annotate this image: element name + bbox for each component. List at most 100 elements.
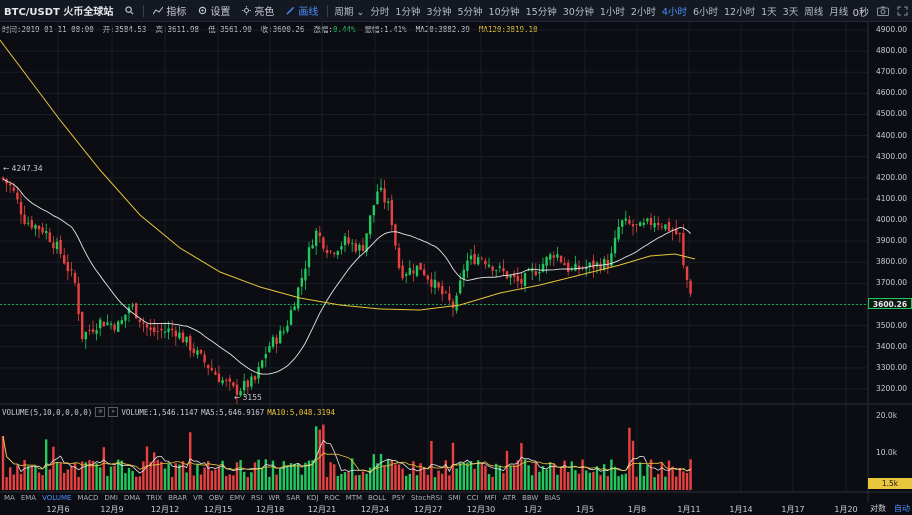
indicator-tab-trix[interactable]: TRIX <box>146 494 163 502</box>
search-button[interactable] <box>119 6 140 15</box>
symbol-title[interactable]: BTC/USDT 火币全球站 <box>4 7 114 18</box>
indicator-tab-ema[interactable]: EMA <box>20 494 37 502</box>
candle-body <box>689 280 692 294</box>
indicator-tab-emv[interactable]: EMV <box>229 494 245 502</box>
candle-body <box>484 260 487 265</box>
candle-body <box>257 367 260 379</box>
sun-icon <box>242 6 252 15</box>
volume-bar <box>657 473 660 490</box>
auto-scale-button[interactable]: 自动 <box>894 504 910 513</box>
timeframe-2[interactable]: 3分钟 <box>426 6 452 18</box>
timeframe-6[interactable]: 30分钟 <box>562 6 594 18</box>
candle-body <box>289 310 293 325</box>
indicator-tab-kdj[interactable]: KDJ <box>306 494 319 502</box>
settings-button[interactable]: 设置 <box>192 3 236 18</box>
timeframe-9[interactable]: 4小时 <box>661 6 687 18</box>
indicator-tab-mtm[interactable]: MTM <box>345 494 363 502</box>
indicator-tab-psy[interactable]: PSY <box>392 494 405 502</box>
candle-body <box>153 327 156 333</box>
candle-body <box>63 255 66 264</box>
indicator-tab-wr[interactable]: WR <box>268 494 281 502</box>
volume-bar <box>163 468 167 490</box>
log-scale-button[interactable]: 对数 <box>870 504 886 513</box>
indicator-tab-rsi[interactable]: RSI <box>250 494 263 502</box>
volume-bar <box>390 459 393 490</box>
candle-body <box>451 301 455 308</box>
volume-bar <box>451 442 455 490</box>
expand-icon[interactable] <box>897 6 908 16</box>
draw-button[interactable]: 画线 <box>280 3 324 18</box>
volume-bar <box>23 460 26 490</box>
timeframe-11[interactable]: 12小时 <box>724 6 756 18</box>
close-icon[interactable]: ✕ <box>108 407 119 417</box>
volume-bar <box>203 467 206 490</box>
candle-body <box>120 320 123 324</box>
camera-icon[interactable] <box>877 6 889 16</box>
candle-body <box>358 244 361 251</box>
timeframe-5[interactable]: 15分钟 <box>525 6 557 18</box>
volume-bar <box>639 462 642 490</box>
volume-bar <box>286 465 289 490</box>
indicator-tab-brar[interactable]: BRAR <box>168 494 188 502</box>
indicator-tab-atr[interactable]: ATR <box>502 494 517 502</box>
candle-body <box>210 367 213 371</box>
volume-bar <box>275 474 278 490</box>
timeframe-0[interactable]: 分时 <box>370 6 390 18</box>
draw-label: 画线 <box>298 7 319 18</box>
candle-body <box>45 231 48 234</box>
volume-bar <box>387 459 390 490</box>
volume-bar <box>325 477 329 490</box>
timeframe-10[interactable]: 6小时 <box>692 6 719 18</box>
volume-bar <box>27 465 30 490</box>
indicator-tab-dma[interactable]: DMA <box>123 494 141 502</box>
indicator-tab-roc[interactable]: ROC <box>324 494 340 502</box>
timeframe-1[interactable]: 1分钟 <box>395 6 421 18</box>
volume-bar <box>264 459 267 490</box>
indicator-tab-vr[interactable]: VR <box>193 494 203 502</box>
indicator-tab-dmi[interactable]: DMI <box>104 494 118 502</box>
timeframe-15[interactable]: 月线 <box>829 6 849 18</box>
candle-body <box>541 263 545 272</box>
volume-title: VOLUME(5,10,0,0,0,0) <box>2 407 93 417</box>
period-dropdown[interactable]: 周期 ⌄ <box>331 4 367 18</box>
indicator-tab-stochrsi[interactable]: StochRSI <box>411 494 443 502</box>
indicator-tab-boll[interactable]: BOLL <box>368 494 387 502</box>
timeframe-3[interactable]: 5分钟 <box>457 6 483 18</box>
volume-ma10-line <box>2 436 691 472</box>
indicator-tab-smi[interactable]: SMI <box>448 494 461 502</box>
indicator-tab-cci[interactable]: CCI <box>466 494 479 502</box>
indicator-tab-volume[interactable]: VOLUME <box>42 494 72 502</box>
theme-label: 亮色 <box>254 7 275 18</box>
timeframe-8[interactable]: 2小时 <box>630 6 656 18</box>
indicator-tab-bbw[interactable]: BBW <box>522 494 539 502</box>
candle-body <box>16 192 19 200</box>
gear-icon[interactable]: ⚙ <box>95 407 106 417</box>
candle-body <box>286 325 289 332</box>
volume-bar <box>153 452 156 490</box>
price-axis-label: 4800.00 <box>876 46 908 56</box>
timeframe-12[interactable]: 1天 <box>761 6 777 18</box>
indicator-tab-bias[interactable]: BIAS <box>544 494 561 502</box>
timeframe-4[interactable]: 10分钟 <box>488 6 520 18</box>
candle-body <box>423 269 426 276</box>
volume-bar <box>304 462 307 490</box>
volume-bar <box>19 473 23 490</box>
timeframe-14[interactable]: 周线 <box>804 6 824 18</box>
theme-button[interactable]: 亮色 <box>236 3 280 18</box>
indicators-button[interactable]: 指标 <box>147 3 192 18</box>
indicator-tab-macd[interactable]: MACD <box>77 494 99 502</box>
indicator-tab-sar[interactable]: SAR <box>286 494 301 502</box>
indicator-tab-ma[interactable]: MA <box>4 494 15 502</box>
candle-body <box>653 223 656 228</box>
indicator-tab-obv[interactable]: OBV <box>208 494 224 502</box>
timeframe-7[interactable]: 1小时 <box>599 6 625 18</box>
indicator-tab-mfi[interactable]: MFI <box>484 494 497 502</box>
candle-body <box>340 246 343 250</box>
candle-body <box>77 283 80 315</box>
gear-icon <box>199 6 207 15</box>
volume-bar <box>239 460 242 490</box>
candle-body <box>171 328 174 331</box>
candle-body <box>311 245 314 249</box>
timeframe-13[interactable]: 3天 <box>782 6 799 18</box>
